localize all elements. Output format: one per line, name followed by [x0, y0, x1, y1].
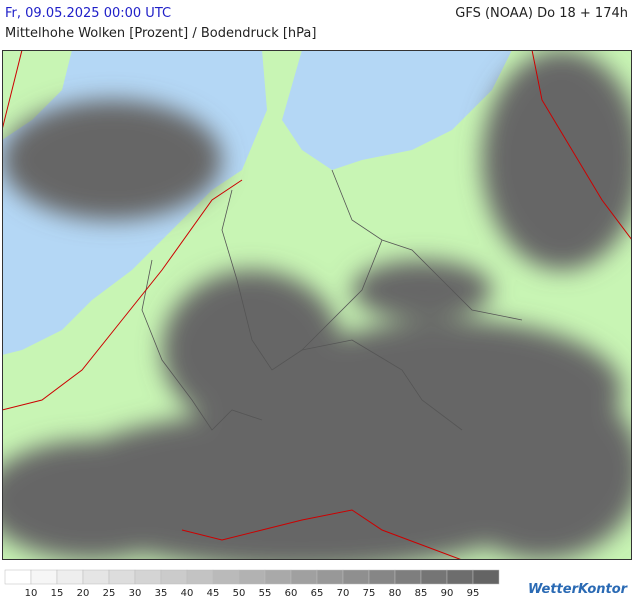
- legend-swatch: [368, 569, 396, 585]
- legend-label: 20: [77, 588, 90, 599]
- legend-swatch: [238, 569, 266, 585]
- legend-swatch: [316, 569, 344, 585]
- legend-label: 95: [467, 588, 480, 599]
- legend-swatch: [186, 569, 214, 585]
- legend-swatch: [342, 569, 370, 585]
- legend-swatch: [108, 569, 136, 585]
- uk-coast: [2, 50, 72, 140]
- isobars: [2, 50, 632, 560]
- legend-label: 10: [25, 588, 38, 599]
- borders: [141, 169, 523, 431]
- map: [2, 50, 632, 560]
- legend-label: 35: [155, 588, 168, 599]
- legend-swatch: [56, 569, 84, 585]
- legend-swatch: [446, 569, 474, 585]
- map-frame: [2, 50, 632, 560]
- legend-label: 30: [129, 588, 142, 599]
- legend-swatch: [472, 569, 500, 585]
- legend-label: 80: [389, 588, 402, 599]
- legend-swatch: [264, 569, 292, 585]
- baltic-sea: [282, 50, 512, 170]
- model-run: GFS (NOAA) Do 18 + 174h: [455, 6, 628, 21]
- legend-label: 85: [415, 588, 428, 599]
- legend-label: 90: [441, 588, 454, 599]
- legend-label: 60: [285, 588, 298, 599]
- legend-swatch: [4, 569, 32, 585]
- legend-swatch: [420, 569, 448, 585]
- legend-label: 45: [207, 588, 220, 599]
- legend-swatch: [290, 569, 318, 585]
- legend-label: 15: [51, 588, 64, 599]
- legend-label: 55: [259, 588, 272, 599]
- legend: 10 15 20 25 30 35 40 45 50 55 60 65 70 75 80 85 90 95: [4, 569, 500, 599]
- subtitle: Mittelhohe Wolken [Prozent] / Bodendruck…: [5, 26, 317, 41]
- logo: WetterKontor: [528, 582, 628, 597]
- legend-label: 50: [233, 588, 246, 599]
- legend-swatch: [134, 569, 162, 585]
- legend-swatch: [82, 569, 110, 585]
- legend-label: 65: [311, 588, 324, 599]
- legend-swatch: [212, 569, 240, 585]
- datetime: Fr, 09.05.2025 00:00 UTC: [5, 6, 172, 21]
- legend-swatch: [160, 569, 188, 585]
- cloud-cover: [2, 50, 632, 560]
- legend-label: 70: [337, 588, 350, 599]
- legend-label: 75: [363, 588, 376, 599]
- legend-swatch: [30, 569, 58, 585]
- legend-label: 40: [181, 588, 194, 599]
- legend-label: 25: [103, 588, 116, 599]
- legend-swatch: [394, 569, 422, 585]
